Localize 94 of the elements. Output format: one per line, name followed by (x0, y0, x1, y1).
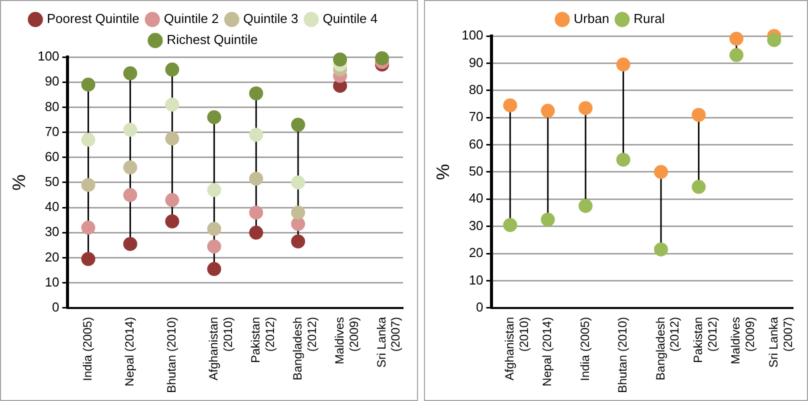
x-tick-label: Sri Lanka (2007) (766, 316, 795, 368)
point (165, 62, 180, 77)
x-tick-label: Bhutan (2010) (164, 316, 179, 394)
x-tick-label: India (2005) (80, 316, 95, 381)
x-tick-label: Nepal (2014) (122, 316, 137, 386)
x-tick-label: India (2005) (578, 316, 592, 381)
x-tick-label: Maldives (2009) (728, 316, 758, 364)
point (249, 128, 264, 142)
y-tick-label: 70 (468, 109, 484, 124)
x-tick-label: Pakistan (2012) (691, 316, 720, 363)
y-tick-label: 30 (44, 224, 60, 240)
point (165, 98, 180, 112)
y-tick-label: 10 (468, 272, 484, 288)
x-tick-label: Nepal (2014) (540, 316, 554, 386)
point (291, 206, 306, 220)
y-tick-label: 0 (476, 300, 484, 315)
point (81, 178, 96, 192)
point (540, 212, 555, 227)
point (540, 104, 555, 118)
point (249, 86, 264, 100)
x-tick-label: Afghanistan (2010) (502, 316, 531, 380)
y-tick-label: 90 (44, 74, 60, 89)
legend-label: Richest Quintile (166, 32, 258, 48)
point (654, 242, 668, 256)
point (616, 152, 630, 167)
point (729, 48, 744, 62)
point (578, 101, 593, 116)
legend-label: Urban (574, 11, 610, 26)
point (692, 108, 706, 122)
point (207, 110, 222, 124)
legend-label: Quintile 2 (164, 11, 219, 26)
y-tick-label: 50 (44, 174, 60, 190)
legend-label: Poorest Quintile (46, 11, 140, 26)
point (249, 226, 264, 240)
point (207, 262, 222, 276)
point (207, 239, 222, 254)
point (81, 78, 96, 92)
point (81, 220, 96, 235)
y-axis-title: % (432, 164, 453, 180)
y-axis-title: % (8, 174, 29, 190)
point (123, 66, 138, 80)
point (692, 180, 706, 194)
x-tick-label: Bangladesh (2012) (290, 316, 319, 380)
point (81, 252, 96, 266)
point (654, 164, 668, 179)
x-tick-label: Bangladesh (2012) (653, 316, 682, 380)
point (767, 33, 782, 48)
legend-label: Quintile 3 (243, 11, 298, 26)
y-tick-label: 80 (44, 98, 60, 114)
point (165, 193, 180, 208)
y-tick-label: 60 (44, 148, 60, 164)
y-tick-label: 40 (44, 199, 60, 214)
y-tick-label: 10 (44, 274, 60, 290)
y-tick-label: 90 (468, 54, 484, 70)
point (291, 216, 306, 231)
point (616, 58, 630, 72)
y-tick-label: 60 (468, 136, 484, 152)
point (291, 175, 306, 190)
point (249, 172, 264, 186)
x-tick-label: Pakistan (2012) (248, 316, 277, 363)
y-tick-label: 30 (468, 218, 484, 233)
x-tick-label: Afghanistan (2010) (206, 316, 235, 380)
y-tick-label: 100 (38, 48, 60, 64)
y-tick-label: 50 (468, 164, 484, 179)
legend-label: Quintile 4 (322, 11, 378, 26)
y-tick-label: 100 (462, 28, 484, 43)
x-tick-label: Maldives (2009) (332, 316, 361, 364)
point (207, 183, 222, 197)
point (81, 132, 96, 147)
point (165, 132, 180, 146)
x-tick-label: Sri Lanka (2007) (374, 316, 403, 368)
point (291, 118, 306, 132)
point (503, 218, 518, 232)
y-tick-label: 20 (44, 249, 60, 264)
point (375, 51, 390, 66)
point (123, 236, 138, 251)
y-tick-label: 80 (468, 82, 484, 97)
y-tick-label: 40 (468, 190, 484, 206)
point (291, 234, 306, 248)
point (123, 160, 138, 174)
point (503, 98, 518, 112)
point (729, 32, 744, 46)
point (123, 188, 138, 202)
point (123, 122, 138, 137)
point (207, 222, 222, 236)
legend-label: Rural (634, 11, 665, 26)
point (333, 52, 348, 67)
point (165, 214, 180, 228)
y-tick-label: 0 (52, 300, 60, 315)
y-tick-label: 70 (44, 124, 60, 139)
x-tick-label: Bhutan (2010) (616, 316, 630, 394)
point (249, 206, 264, 220)
point (578, 198, 593, 213)
y-tick-label: 20 (468, 245, 484, 260)
